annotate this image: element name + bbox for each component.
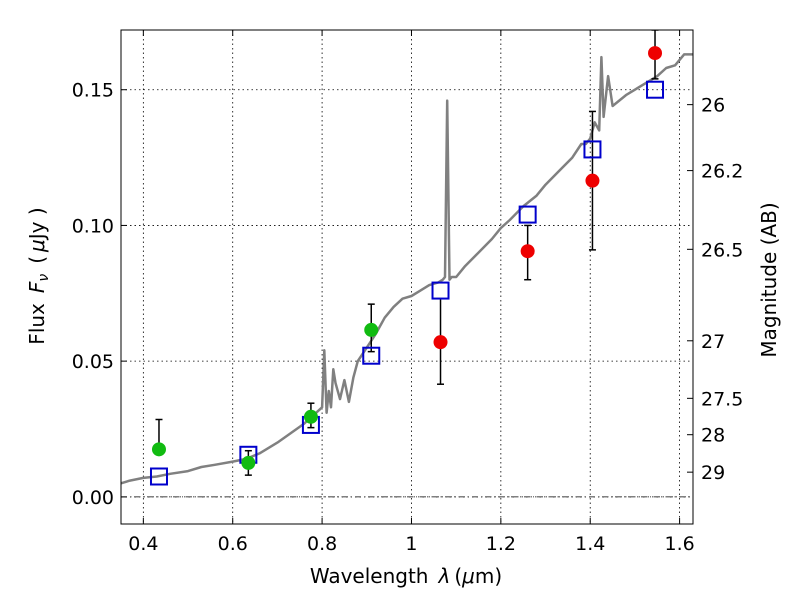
observed-flux-point	[520, 244, 535, 259]
axis-ticks: 0.4 0.6 0.8 1 1.2 1.4 1.6 0.00 0.05 0.10 0.15 26 26.…	[72, 30, 743, 555]
synthetic-photometry-square	[518, 205, 537, 224]
magnitude-tick-label: 29	[701, 462, 725, 484]
x-tick-label: 0.6	[218, 533, 248, 555]
magnitude-tick-label: 26.2	[701, 161, 743, 183]
y-tick-label: 0.05	[72, 351, 114, 373]
axes-frame	[120, 29, 694, 525]
observed-flux-point	[364, 322, 379, 337]
synthetic-photometry-square	[362, 346, 381, 365]
x-tick-label: 1	[405, 533, 417, 555]
observed-flux-point	[433, 335, 448, 350]
x-tick-label: 0.4	[128, 533, 158, 555]
magnitude-tick-label: 26	[701, 95, 725, 117]
model-spectrum-line	[121, 53, 693, 485]
y-tick-label: 0.15	[72, 80, 114, 102]
y2-axis-label: Magnitude (AB)	[757, 202, 781, 357]
observed-flux-point	[151, 442, 166, 457]
observed-flux-point	[648, 46, 663, 61]
magnitude-tick-label: 26.5	[701, 239, 743, 261]
synthetic-photometry-square	[646, 80, 665, 99]
magnitude-tick-label: 27	[701, 331, 725, 353]
synthetic-photometry-square	[583, 140, 602, 159]
magnitude-tick-label: 28	[701, 425, 725, 447]
y-tick-label: 0.00	[72, 487, 114, 509]
observed-flux-point	[241, 455, 256, 470]
x-tick-label: 1.6	[664, 533, 694, 555]
y-tick-label: 0.10	[72, 215, 114, 237]
x-tick-label: 1.2	[486, 533, 516, 555]
plot-area	[121, 30, 693, 498]
synthetic-photometry-square	[431, 281, 450, 300]
y-axis-label: FluxFν(μJy )	[25, 207, 52, 344]
x-axis-label: Wavelength λ (μm)	[310, 564, 502, 588]
magnitude-tick-label: 27.5	[701, 388, 743, 410]
synthetic-photometry-square	[149, 467, 168, 486]
observed-flux-point	[585, 173, 600, 188]
x-tick-label: 0.8	[307, 533, 337, 555]
x-tick-label: 1.4	[575, 533, 605, 555]
observed-flux-point	[303, 409, 318, 424]
